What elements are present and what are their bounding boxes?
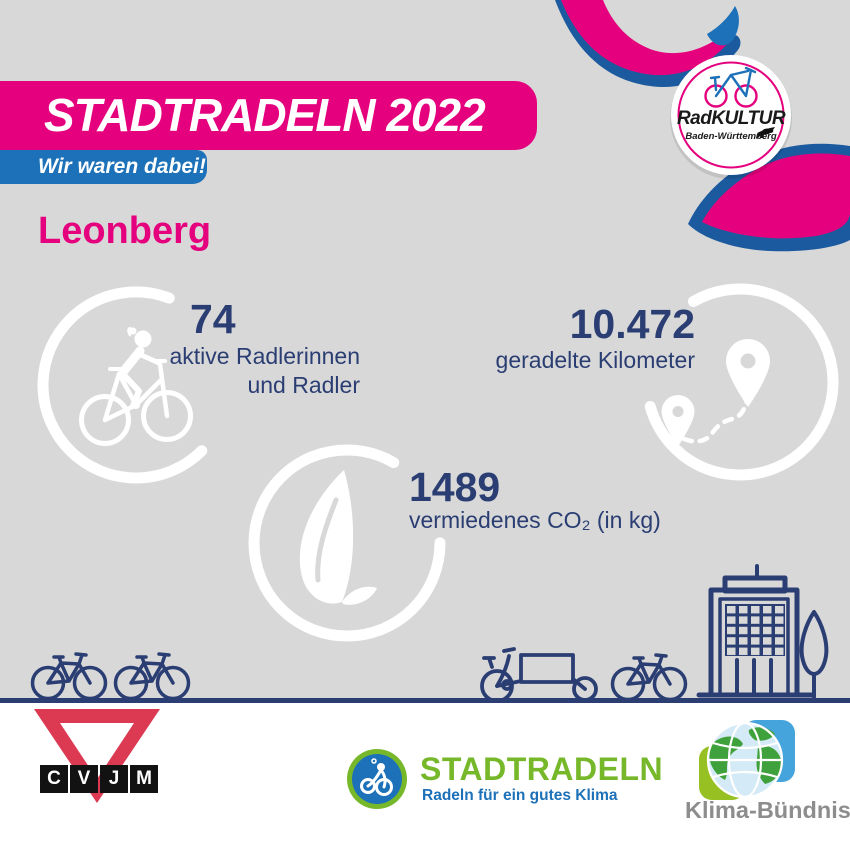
bicycle-icon [610, 653, 688, 702]
stadtradeln-logo-icon [347, 749, 407, 809]
cvjm-letter-c: C [40, 765, 68, 793]
radkultur-bike-icon [704, 66, 758, 108]
radkultur-badge-circle [670, 55, 792, 179]
building-icon [696, 564, 816, 698]
participation-banner: Wir waren dabei! [0, 150, 207, 184]
kilometers-value: 10.472 [569, 301, 695, 347]
kilometers-ring [641, 283, 839, 481]
cvjm-triangle-icon [34, 709, 160, 803]
kilometers-label: geradelte Kilometer [495, 347, 695, 373]
riders-label-line2: und Radler [247, 371, 360, 398]
street-scene [30, 564, 829, 703]
radkultur-region: Baden-Württemberg [685, 131, 777, 142]
cargo-bike-icon [480, 647, 598, 703]
riders-ring [37, 286, 235, 484]
municipality-name: Leonberg [38, 210, 212, 252]
co2-ring [248, 444, 446, 642]
route-pins-icon [661, 339, 770, 447]
stat-rings [37, 283, 839, 642]
stadtradeln-logo-name: STADTRADELN [420, 751, 664, 787]
cvjm-logo [34, 709, 160, 803]
campaign-title: STADTRADELN 2022 [44, 89, 486, 141]
campaign-title-banner: STADTRADELN 2022 [0, 81, 537, 150]
bicycle-icon [30, 652, 108, 701]
riders-label-line1: aktive Radlerinnen [169, 343, 360, 369]
cyclist-icon [79, 327, 193, 446]
bw-lion-icon [756, 127, 775, 138]
leaf-icon [299, 470, 377, 605]
riders-value: 74 [190, 296, 236, 342]
riders-label: aktive Radlerinnen und Radler [108, 342, 360, 399]
bicycle-icon [113, 652, 191, 701]
radkultur-title: RadKULTUR [676, 108, 786, 129]
cvjm-letter-v: V [70, 765, 98, 793]
cvjm-letters: C V J M [40, 765, 158, 793]
klima-buendnis-globe-icon [699, 720, 795, 800]
ground-line [0, 698, 850, 704]
cvjm-letter-m: M [130, 765, 158, 793]
cvjm-letter-j: J [100, 765, 128, 793]
ribbon-decoration [555, 0, 850, 252]
participation-note: Wir waren dabei! [38, 155, 206, 178]
co2-label: vermiedenes CO₂ (in kg) [409, 507, 661, 533]
co2-value: 1489 [409, 464, 501, 510]
klima-buendnis-label: Klima-Bündnis [685, 797, 850, 823]
tree-icon [799, 610, 829, 699]
stadtradeln-logo-tagline: Radeln für ein gutes Klima [422, 787, 618, 804]
